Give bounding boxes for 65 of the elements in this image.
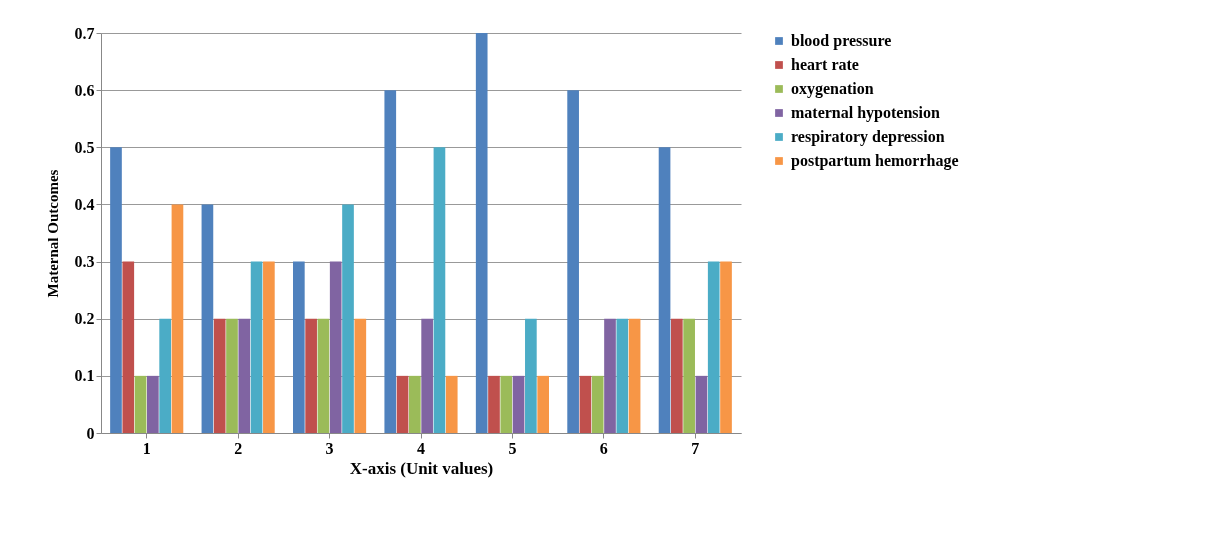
bar [305, 318, 317, 433]
legend-label: oxygenation [791, 80, 874, 98]
bar [342, 204, 354, 433]
bar [238, 318, 251, 433]
y-tick-label: 0.2 [74, 310, 95, 328]
bar [591, 375, 604, 433]
bar [604, 318, 616, 433]
y-tick-label: 0.5 [74, 138, 95, 156]
x-tick-label: 2 [234, 439, 243, 457]
bar [475, 33, 488, 433]
legend-label: blood pressure [791, 32, 892, 50]
bar [171, 204, 184, 433]
bar [720, 261, 732, 433]
y-tick-label: 0.7 [74, 24, 95, 42]
bar [317, 318, 330, 433]
y-tick-label: 0 [86, 424, 95, 442]
bar [579, 375, 592, 433]
bar [147, 375, 159, 433]
bar [293, 261, 305, 433]
bar [384, 90, 397, 433]
bar [159, 318, 171, 433]
x-tick-label: 7 [691, 439, 700, 457]
bar [500, 375, 513, 433]
y-tick-label: 0.4 [74, 195, 95, 213]
x-tick-label: 1 [142, 439, 151, 457]
bar [213, 318, 226, 433]
x-axis-title: X-axis (Unit values) [349, 458, 494, 478]
bar [354, 318, 367, 433]
bar [488, 375, 500, 433]
bar [658, 147, 671, 433]
legend-label: postpartum hemorrhage [791, 152, 959, 170]
bar [695, 375, 708, 433]
bar [525, 318, 537, 433]
bar [226, 318, 238, 433]
bar [201, 204, 214, 433]
bar [409, 375, 421, 433]
bar [134, 375, 147, 433]
y-tick-label: 0.3 [74, 253, 95, 271]
legend-label: respiratory depression [791, 128, 945, 146]
x-tick-label: 3 [325, 439, 334, 457]
bar [671, 318, 683, 433]
bar [445, 375, 458, 433]
bar [707, 261, 720, 433]
bar [421, 318, 433, 433]
bar [122, 261, 135, 433]
bar [329, 261, 342, 433]
bar [567, 90, 579, 433]
bar [683, 318, 695, 433]
bar [512, 375, 525, 433]
bar [628, 318, 641, 433]
y-tick-label: 0.6 [74, 81, 95, 99]
bar [537, 375, 549, 433]
bar [396, 375, 409, 433]
x-tick-label: 5 [508, 439, 517, 457]
x-tick-label: 4 [417, 439, 425, 457]
bar [433, 147, 446, 433]
x-tick-label: 6 [599, 439, 608, 457]
bar [616, 318, 629, 433]
y-axis-title: Maternal Outcomes [44, 169, 61, 298]
legend-label: maternal hypotension [791, 104, 940, 122]
y-tick-label: 0.1 [74, 367, 95, 385]
bar [263, 261, 275, 433]
bar [250, 261, 263, 433]
legend-label: heart rate [791, 56, 859, 73]
bar [110, 147, 122, 433]
